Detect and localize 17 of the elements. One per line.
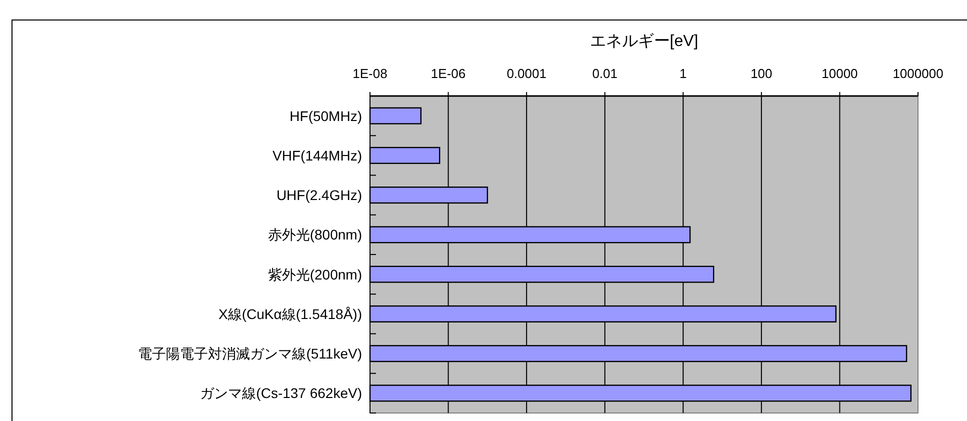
x-tick-label: 0.0001 bbox=[506, 66, 546, 81]
y-tick-label: HF(50MHz) bbox=[290, 108, 362, 124]
x-tick-label: 1E-06 bbox=[430, 66, 466, 81]
y-tick-label: UHF(2.4GHz) bbox=[276, 187, 362, 204]
y-tick-label: 紫外光(200nm) bbox=[268, 266, 362, 282]
x-tick-label: 1000000 bbox=[892, 66, 944, 81]
y-tick-label: ガンマ線(Cs-137 662keV) bbox=[200, 385, 362, 402]
y-tick-label: VHF(144MHz) bbox=[272, 147, 362, 164]
x-tick-label: 1 bbox=[680, 66, 687, 81]
x-tick-label: 0.01 bbox=[592, 66, 618, 81]
x-tick-label: 1E-08 bbox=[352, 66, 388, 81]
x-tick-label: 10000 bbox=[822, 66, 858, 81]
y-tick-label: X線(CuKα線(1.5418Å)) bbox=[218, 306, 362, 322]
x-axis-title: エネルギー[eV] bbox=[590, 32, 698, 50]
y-tick-label: 赤外光(800nm) bbox=[268, 226, 362, 243]
y-tick-label: 電子陽電子対消滅ガンマ線(511keV) bbox=[138, 346, 362, 362]
x-tick-label: 100 bbox=[750, 66, 772, 81]
